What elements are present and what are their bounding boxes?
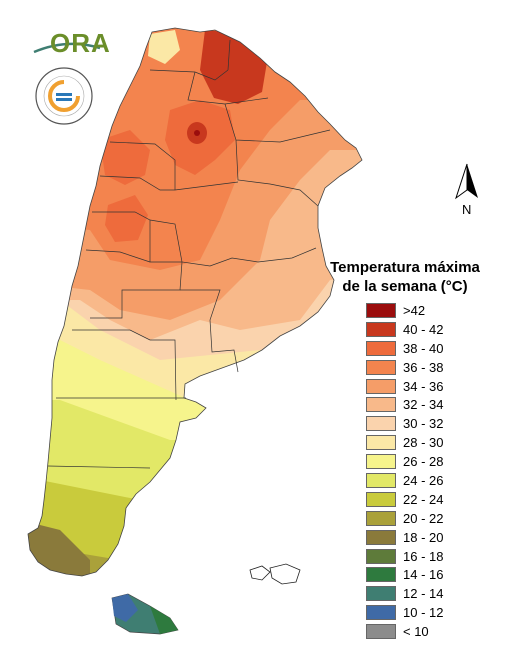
legend-swatch	[366, 567, 396, 583]
legend-item: 34 - 36	[366, 377, 443, 396]
legend-swatch	[366, 340, 396, 356]
legend-swatch	[366, 416, 396, 432]
legend-label: 24 - 26	[403, 472, 444, 488]
legend-label: 14 - 16	[403, 567, 444, 583]
legend-swatch	[366, 397, 396, 413]
legend-swatch	[366, 472, 396, 488]
legend-label: >42	[403, 302, 426, 318]
legend-label: < 10	[403, 624, 429, 640]
legend-item: 40 - 42	[366, 320, 443, 339]
legend-label: 16 - 18	[403, 548, 444, 564]
legend-item: 26 - 28	[366, 452, 443, 471]
legend-item: 30 - 32	[366, 414, 443, 433]
legend-label: 18 - 20	[403, 529, 444, 545]
temperature-legend: >42 40 - 42 38 - 40 36 - 38 34 - 36 32 - 34 30…	[366, 301, 443, 641]
north-label: N	[462, 202, 472, 217]
ora-logo	[32, 28, 102, 58]
legend-swatch	[366, 378, 396, 394]
islas-malvinas	[249, 563, 301, 585]
legend-swatch	[366, 529, 396, 545]
ora-logo-text: ORA	[50, 28, 111, 58]
legend-item: 14 - 16	[366, 565, 443, 584]
legend-item: 32 - 34	[366, 395, 443, 414]
legend-swatch	[366, 605, 396, 621]
legend-item: 16 - 18	[366, 547, 443, 566]
legend-swatch	[366, 548, 396, 564]
legend-swatch	[366, 359, 396, 375]
north-arrow-icon	[455, 163, 478, 200]
legend-swatch	[366, 491, 396, 507]
legend-swatch	[366, 435, 396, 451]
legend-swatch	[366, 321, 396, 337]
legend-item: 36 - 38	[366, 358, 443, 377]
legend-label: 26 - 28	[403, 454, 444, 470]
legend-swatch	[366, 624, 396, 640]
institution-seal-icon	[35, 67, 93, 125]
legend-item: 10 - 12	[366, 603, 443, 622]
province-boundaries	[47, 39, 331, 469]
legend-item: 18 - 20	[366, 528, 443, 547]
legend-label: 30 - 32	[403, 416, 444, 432]
tierra-del-fuego	[111, 593, 179, 635]
legend-label: 32 - 34	[403, 397, 444, 413]
legend-label: 36 - 38	[403, 359, 444, 375]
legend-item: 12 - 14	[366, 584, 443, 603]
legend-swatch	[366, 586, 396, 602]
legend-label: 28 - 30	[403, 435, 444, 451]
legend-item: < 10	[366, 622, 443, 641]
legend-item: >42	[366, 301, 443, 320]
legend-item: 22 - 24	[366, 490, 443, 509]
legend-label: 40 - 42	[403, 321, 444, 337]
legend-label: 38 - 40	[403, 340, 444, 356]
logo-swoosh-icon	[33, 42, 101, 54]
legend-swatch	[366, 454, 396, 470]
legend-label: 10 - 12	[403, 605, 444, 621]
legend-item: 20 - 22	[366, 509, 443, 528]
legend-label: 12 - 14	[403, 586, 444, 602]
legend-title-line2: de la semana (°C)	[342, 278, 468, 295]
legend-swatch	[366, 302, 396, 318]
legend-title-line1: Temperatura máxima	[330, 259, 480, 276]
legend-label: 22 - 24	[403, 491, 444, 507]
legend-item: 38 - 40	[366, 339, 443, 358]
legend-label: 20 - 22	[403, 510, 444, 526]
legend-swatch	[366, 510, 396, 526]
legend-item: 28 - 30	[366, 433, 443, 452]
legend-item: 24 - 26	[366, 471, 443, 490]
legend-label: 34 - 36	[403, 378, 444, 394]
legend-title: Temperatura máxima de la semana (°C)	[330, 258, 480, 296]
